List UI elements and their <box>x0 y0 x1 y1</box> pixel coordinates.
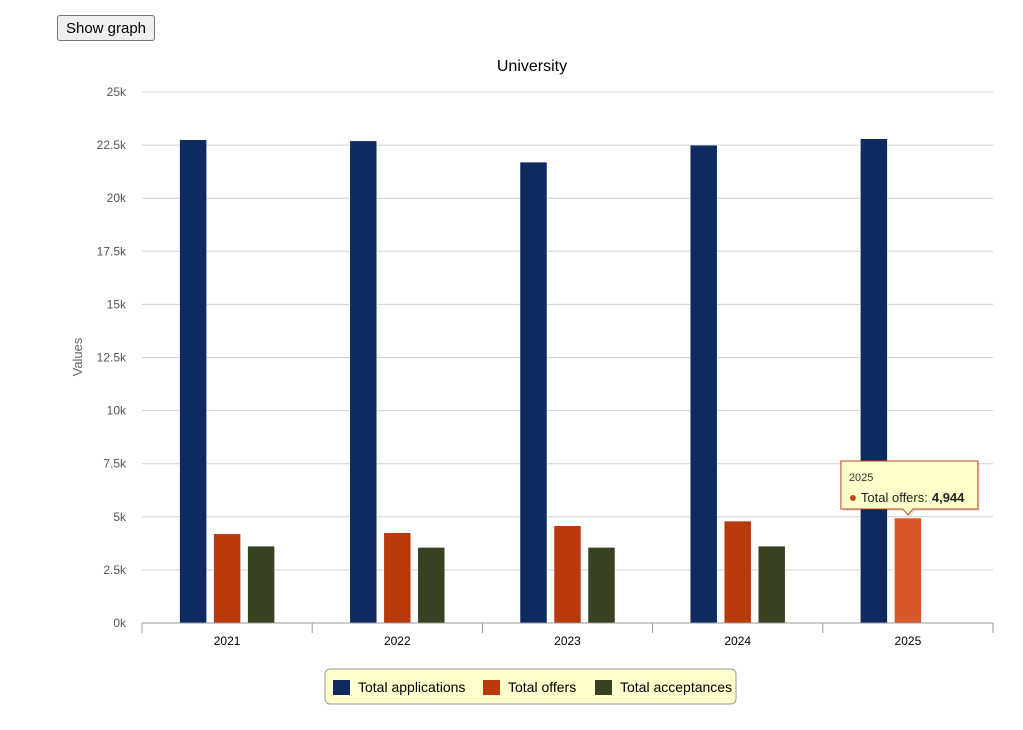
tooltip: 2025 Total offers: 4,944 <box>840 460 980 517</box>
y-tick-label: 15k <box>107 297 127 311</box>
bar <box>894 517 922 624</box>
y-tick-label: 2.5k <box>103 563 127 577</box>
bar <box>383 532 412 624</box>
bar <box>723 520 752 624</box>
tooltip-label: Total offers: <box>861 490 928 505</box>
tooltip-value: 4,944 <box>932 490 965 505</box>
bar <box>519 161 548 624</box>
bars <box>179 138 922 624</box>
bar <box>417 547 446 624</box>
y-axis-label: Values <box>70 337 85 376</box>
legend-swatch <box>483 680 500 695</box>
x-tick-label: 2022 <box>384 634 411 648</box>
legend-label: Total offers <box>508 679 576 695</box>
y-tick-label: 22.5k <box>97 138 127 152</box>
tooltip-category: 2025 <box>849 472 873 484</box>
legend-box <box>324 668 737 705</box>
y-axis-ticks: 0k 2.5k 5k 7.5k 10k 12.5k 15k 17.5k 20k 22.5k 25k <box>97 85 127 630</box>
bar <box>179 139 207 624</box>
bar <box>689 144 718 624</box>
x-tick-label: 2023 <box>554 634 581 648</box>
y-tick-label: 0k <box>113 616 127 630</box>
legend-label: Total acceptances <box>620 679 732 695</box>
x-axis: 2021 2022 2023 2024 2025 <box>141 622 994 648</box>
bar <box>757 545 786 624</box>
chart-title: University <box>497 58 567 75</box>
bar <box>247 545 275 624</box>
bar <box>213 533 241 624</box>
legend-swatch <box>333 680 350 695</box>
y-tick-label: 5k <box>113 510 127 524</box>
show-graph-button[interactable]: Show graph <box>57 15 155 41</box>
y-tick-label: 25k <box>107 85 127 99</box>
bar <box>349 140 378 624</box>
tooltip-marker <box>849 494 856 501</box>
x-tick-label: 2024 <box>724 634 751 648</box>
legend-swatch <box>595 680 612 695</box>
y-tick-label: 17.5k <box>97 244 127 258</box>
x-tick-label: 2025 <box>895 634 922 648</box>
x-tick-label: 2021 <box>214 634 241 648</box>
tooltip-box <box>840 460 979 516</box>
y-tick-label: 12.5k <box>97 351 127 365</box>
y-tick-label: 20k <box>107 191 127 205</box>
y-tick-label: 7.5k <box>103 457 127 471</box>
y-tick-label: 10k <box>107 404 127 418</box>
bar <box>587 547 616 624</box>
legend-label: Total applications <box>358 679 465 695</box>
bar <box>553 525 582 624</box>
legend: Total applications Total offers Total acce… <box>324 668 737 705</box>
bar <box>860 138 888 624</box>
